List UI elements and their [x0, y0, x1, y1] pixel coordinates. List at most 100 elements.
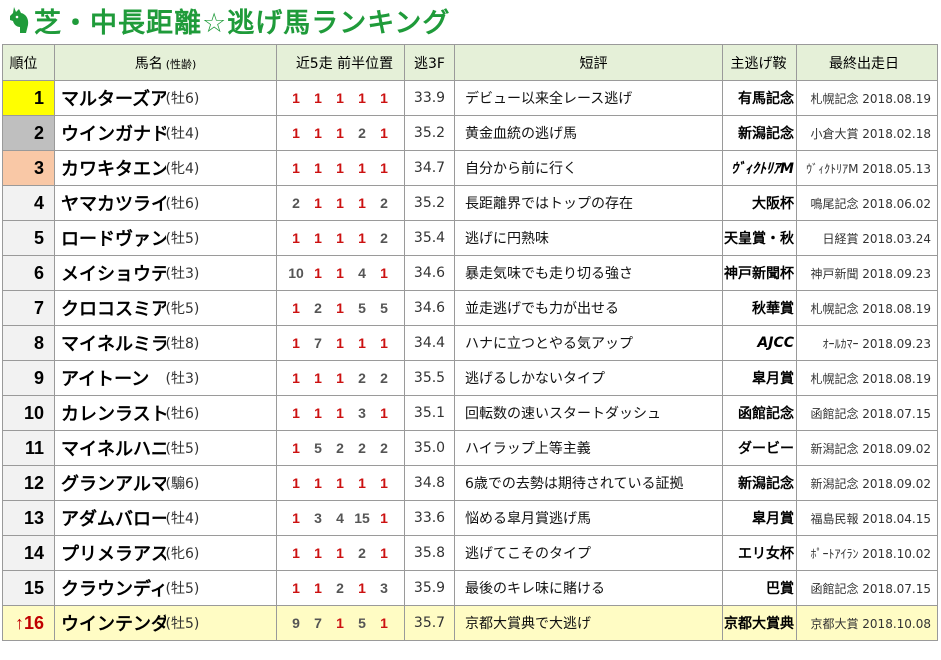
rank-cell: 5: [2, 220, 55, 256]
recent-position: 1: [380, 335, 388, 351]
horse-name: マイネルミラノ: [54, 325, 166, 361]
short-comment: ハナに立つとやる気アップ: [454, 325, 723, 361]
table-row: 3カワキタエンカ(牝4)1111134.7自分から前に行くｳﾞｨｸﾄﾘｱMｳﾞｨ…: [2, 150, 938, 186]
recent-position: 2: [358, 545, 366, 561]
recent-position: 1: [292, 160, 300, 176]
horse-sex-age: (牝4): [165, 150, 277, 186]
short-comment: 回転数の速いスタートダッシュ: [454, 395, 723, 431]
recent-position: 1: [336, 125, 344, 141]
rank-cell: 10: [2, 395, 55, 431]
rank-cell: 13: [2, 500, 55, 536]
last-run: 新潟記念 2018.09.02: [796, 465, 938, 501]
short-comment: 悩める皐月賞逃げ馬: [454, 500, 723, 536]
horse-name: ウインテンダネス: [54, 605, 166, 641]
escape-3f: 35.4: [404, 220, 455, 256]
main-escape-race: AJCC: [722, 325, 797, 361]
table-row: 10カレンラストショー(牡6)1113135.1回転数の速いスタートダッシュ函館…: [2, 395, 938, 431]
recent-position: 1: [292, 580, 300, 596]
recent-position: 1: [314, 545, 322, 561]
rank-number: 7: [33, 297, 44, 318]
short-comment: 最後のキレ味に賭ける: [454, 570, 723, 606]
rank-number: 15: [23, 577, 44, 598]
recent-position: 3: [314, 510, 322, 526]
recent-position: 5: [380, 300, 388, 316]
horse-sex-age: (牝5): [165, 290, 277, 326]
recent-position: 1: [336, 615, 344, 631]
recent-position: 1: [314, 475, 322, 491]
recent-position: 1: [380, 265, 388, 281]
recent-position: 1: [292, 335, 300, 351]
recent-position: 2: [380, 440, 388, 456]
recent-position: 1: [380, 125, 388, 141]
table-row: 14プリメラアスール(牝6)1112135.8逃げてこそのタイプエリ女杯ﾎﾟｰﾄ…: [2, 535, 938, 571]
last-run: 札幌記念 2018.08.19: [796, 360, 938, 396]
main-escape-race: 秋華賞: [722, 290, 797, 326]
header-name: 馬名 (性齢): [54, 44, 277, 81]
rank-cell: 3: [2, 150, 55, 186]
escape-3f: 35.7: [404, 605, 455, 641]
recent-position: 1: [292, 440, 300, 456]
horse-name: カレンラストショー: [54, 395, 166, 431]
table-row: 13アダムバローズ(牡4)13415133.6悩める皐月賞逃げ馬皐月賞福島民報 …: [2, 500, 938, 536]
main-escape-race: ｳﾞｨｸﾄﾘｱM: [722, 150, 797, 186]
escape-3f: 33.9: [404, 80, 455, 116]
horse-sex-age: (牡6): [165, 395, 277, 431]
recent-position: 2: [336, 580, 344, 596]
table-header-row: 順位 馬名 (性齢) 近5走 前半位置 逃3F 短評 主逃げ鞍 最終出走日: [2, 44, 938, 81]
horse-sex-age: (牡3): [165, 360, 277, 396]
header-race: 主逃げ鞍: [722, 44, 797, 81]
recent-position: 1: [380, 510, 388, 526]
recent-position: 1: [336, 160, 344, 176]
recent-position: 2: [358, 125, 366, 141]
horse-name: カワキタエンカ: [54, 150, 166, 186]
escape-3f: 35.2: [404, 115, 455, 151]
recent-position: 1: [314, 370, 322, 386]
rank-cell: ↑16: [2, 605, 55, 641]
recent-position: 1: [380, 405, 388, 421]
rank-number: 16: [23, 612, 44, 633]
recent-position: 1: [336, 300, 344, 316]
last-run: 福島民報 2018.04.15: [796, 500, 938, 536]
recent-positions: 1 3 4 15 1: [276, 500, 405, 536]
rank-number: 2: [33, 122, 44, 143]
escape-3f: 34.6: [404, 290, 455, 326]
rank-number: 3: [33, 157, 44, 178]
last-run: 函館記念 2018.07.15: [796, 395, 938, 431]
rank-number: 12: [23, 472, 44, 493]
short-comment: 6歳での去勢は期待されている証拠: [454, 465, 723, 501]
rank-number: 10: [23, 402, 44, 423]
horse-sex-age: (牡4): [165, 500, 277, 536]
last-run: 神戸新聞 2018.09.23: [796, 255, 938, 291]
horse-sex-age: (牡6): [165, 185, 277, 221]
escape-3f: 35.8: [404, 535, 455, 571]
escape-3f: 35.0: [404, 430, 455, 466]
recent-position: 1: [314, 195, 322, 211]
main-escape-race: 大阪杯: [722, 185, 797, 221]
horse-name: プリメラアスール: [54, 535, 166, 571]
short-comment: 京都大賞典で大逃げ: [454, 605, 723, 641]
recent-position: 1: [358, 160, 366, 176]
last-run: 鳴尾記念 2018.06.02: [796, 185, 938, 221]
horse-name: ヤマカツライデン: [54, 185, 166, 221]
recent-position: 1: [380, 475, 388, 491]
last-run: 札幌記念 2018.08.19: [796, 290, 938, 326]
rank-number: 9: [33, 367, 44, 388]
rank-cell: 8: [2, 325, 55, 361]
recent-position: 1: [292, 510, 300, 526]
table-row: 9 アイトーン (牡3) 1 1 1 2 2 35.5 逃げるしかないタイプ 皐月賞 札幌記念 201…: [2, 360, 938, 396]
escape-3f: 34.6: [404, 255, 455, 291]
escape-3f: 34.8: [404, 465, 455, 501]
short-comment: 逃げに円熟味: [454, 220, 723, 256]
rank-cell: 2: [2, 115, 55, 151]
recent-position: 7: [314, 615, 322, 631]
table-row: 12グランアルマダ(騸6)1111134.86歳での去勢は期待されている証拠新潟…: [2, 465, 938, 501]
main-escape-race: 神戸新聞杯: [722, 255, 797, 291]
main-escape-race: 皐月賞: [722, 360, 797, 396]
